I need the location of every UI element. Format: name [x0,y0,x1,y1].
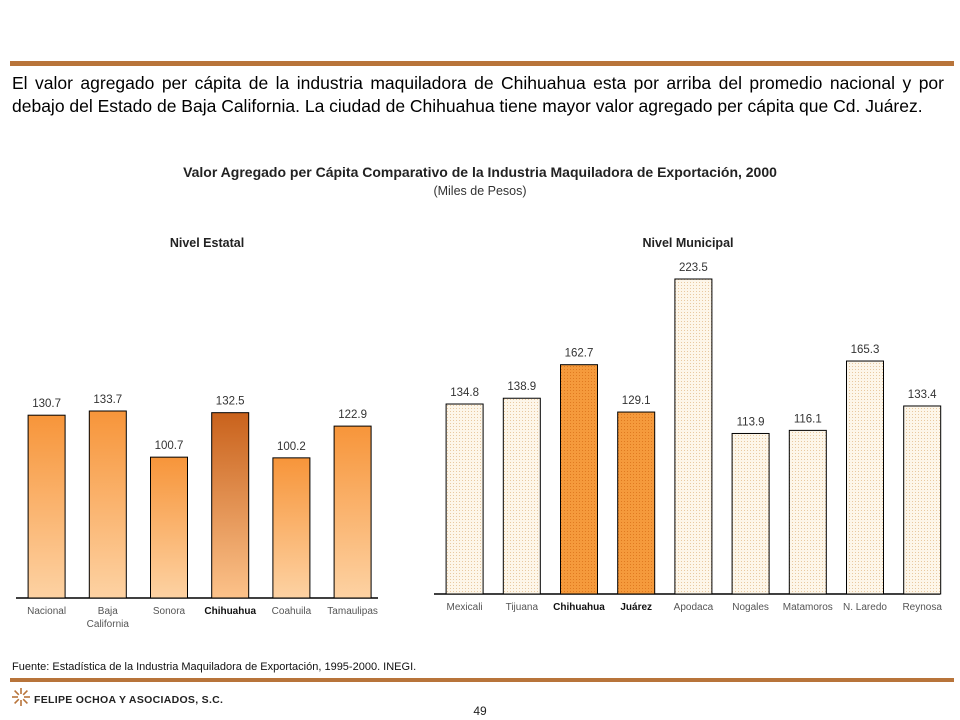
category-label: Mexicali [447,602,483,613]
brand-name: FELIPE OCHOA Y ASOCIADOS, S.C. [34,694,224,706]
category-label: Apodaca [674,602,714,613]
category-label: Coahuila [272,606,312,617]
value-label: 162.7 [565,348,594,360]
bar-apodaca [674,278,713,595]
category-label: Nogales [732,602,769,613]
category-label: California [87,619,130,630]
category-label: Nacional [27,606,66,617]
panel-title-municipal: Nivel Municipal [642,236,734,250]
category-label: Sonora [153,606,186,617]
brand-logo-icon [12,688,30,706]
value-label: 100.2 [277,441,306,453]
bar-coahuila [272,457,311,599]
value-label: 133.7 [93,394,122,406]
bottom-rule [10,678,954,682]
value-label: 165.3 [851,344,880,356]
page-number: 49 [473,704,487,718]
bar-mexicali [445,403,484,595]
value-label: 122.9 [338,409,367,421]
value-label: 116.1 [794,413,822,425]
bar-sonora [150,456,188,599]
bar-chihuahua [560,364,598,595]
bar-ju-rez [617,411,656,595]
chart-estatal: 130.7 Nacional 133.7 Baja California 100.7 Son… [16,394,378,630]
top-rule [10,61,954,66]
bar-n-laredo [846,360,884,595]
value-label: 134.8 [450,387,479,399]
value-label: 132.5 [216,396,245,408]
category-label: Tamaulipas [327,606,378,617]
bar-reynosa [903,405,942,595]
panel-title-estatal: Nivel Estatal [169,236,245,250]
value-label: 133.4 [908,389,937,401]
value-label: 130.7 [32,398,61,410]
value-label: 138.9 [507,381,536,393]
bar-nogales [731,432,770,595]
bar-chihuahua [211,412,250,599]
category-label: Chihuahua [553,602,605,613]
value-label: 223.5 [679,262,708,274]
bar-tijuana [502,397,541,595]
category-label: Chihuahua [204,606,256,617]
source-note: Fuente: Estadística de la Industria Maqu… [12,661,417,673]
category-label: Reynosa [902,602,942,613]
category-label: Baja [98,606,118,617]
intro-paragraph: El valor agregado per cápita de la indus… [12,73,944,116]
bar-tamaulipas [333,425,372,599]
category-label: Juárez [620,602,652,613]
bar-matamoros [788,429,827,595]
bar-baja-california [88,410,127,599]
category-label: N. Laredo [843,602,887,613]
value-label: 129.1 [622,395,651,407]
value-label: 100.7 [155,440,184,452]
bar-nacional [27,414,66,599]
chart-title: Valor Agregado per Cápita Comparativo de… [183,164,777,180]
category-label: Matamoros [783,602,833,613]
chart-subtitle: (Miles de Pesos) [433,184,527,198]
chart-municipal: 134.8 Mexicali 138.9 Tijuana 162.7 Chihuahua 1… [434,262,942,613]
value-label: 113.9 [737,416,765,428]
category-label: Tijuana [506,602,539,613]
